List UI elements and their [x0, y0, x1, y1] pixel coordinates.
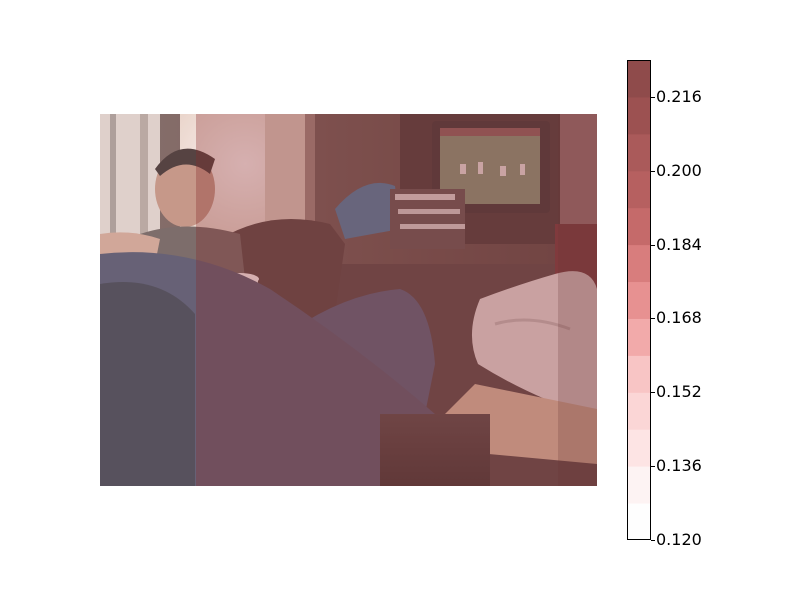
colorbar-tick	[651, 170, 655, 172]
colorbar-band	[627, 96, 651, 135]
colorbar-tick	[651, 318, 655, 320]
colorbar-tick-label: 0.136	[656, 456, 702, 476]
colorbar-band	[627, 244, 651, 283]
colorbar-band	[627, 392, 651, 430]
photo	[100, 114, 597, 486]
colorbar-tick-label: 0.184	[656, 234, 702, 254]
colorbar-band	[627, 133, 651, 172]
heat-column	[196, 114, 558, 486]
colorbar-band	[627, 355, 651, 393]
colorbar-band	[627, 466, 651, 504]
colorbar-tick	[651, 244, 655, 246]
colorbar-tick-label: 0.152	[656, 382, 702, 402]
colorbar-gradient	[627, 60, 651, 540]
colorbar-tick-label: 0.200	[656, 160, 702, 180]
colorbar-border	[627, 60, 651, 540]
colorbar-band	[627, 503, 651, 540]
colorbar-band	[627, 281, 651, 319]
colorbar-tick-label: 0.168	[656, 308, 702, 328]
colorbar-band	[627, 170, 651, 209]
colorbar-tick	[651, 540, 655, 541]
colorbar-tick-label: 0.120	[656, 530, 702, 549]
colorbar	[627, 60, 651, 540]
heat-column	[100, 114, 196, 486]
colorbar-band	[627, 207, 651, 246]
colorbar-tick-label: 0.216	[656, 86, 702, 106]
colorbar-band	[627, 318, 651, 356]
colorbar-band	[627, 429, 651, 467]
colorbar-tick	[651, 96, 655, 98]
colorbar-tick	[651, 392, 655, 394]
colorbar-band	[627, 60, 651, 98]
colorbar-tick	[651, 466, 655, 468]
living-room-photo	[100, 114, 597, 486]
heat-column	[558, 114, 597, 486]
